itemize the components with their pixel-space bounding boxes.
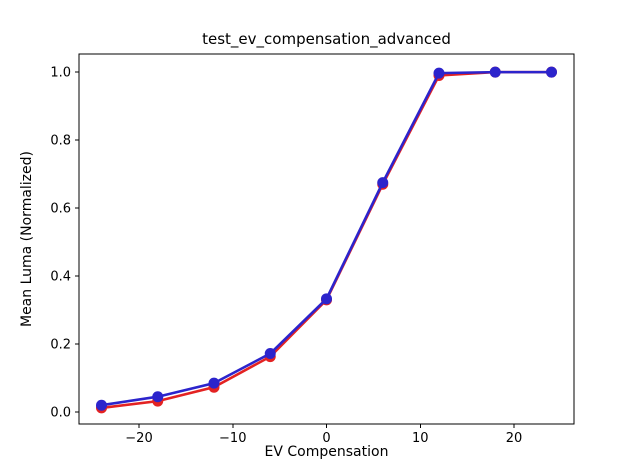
series-blue-marker [546,66,557,78]
x-tick-label: 0 [322,431,330,446]
y-tick-label: 1.0 [50,66,71,81]
series-blue-marker [433,67,445,79]
series-red-line [101,70,552,410]
x-axis-label: EV Compensation [264,444,389,460]
series-blue-line [101,70,552,407]
x-axis-ticks: −20 −10 0 10 20 [125,424,522,446]
y-tick-label: 0.8 [50,134,71,149]
series-blue-marker [321,293,332,305]
chart-title: test_ev_compensation_advanced [202,30,451,48]
series-blue-marker [377,177,389,189]
x-tick-label: −10 [219,431,246,446]
series-blue-marker [96,399,107,411]
x-tick-label: 20 [506,431,523,446]
y-tick-label: 0.2 [50,338,71,353]
y-tick-label: 0.6 [50,202,71,217]
plot-border [78,53,575,425]
series-blue-marker [489,66,501,78]
y-tick-label: 0.0 [50,406,71,421]
series-red [96,66,557,414]
y-tick-label: 0.4 [50,270,71,285]
y-axis-ticks: 0.0 0.2 0.4 0.6 0.8 1.0 [50,66,79,421]
series-blue-marker [264,348,276,360]
x-tick-label: −20 [125,431,152,446]
series-blue-marker [152,391,164,403]
series-blue-marker [208,377,220,389]
x-tick-label: 10 [412,431,429,446]
series-blue [96,66,557,411]
